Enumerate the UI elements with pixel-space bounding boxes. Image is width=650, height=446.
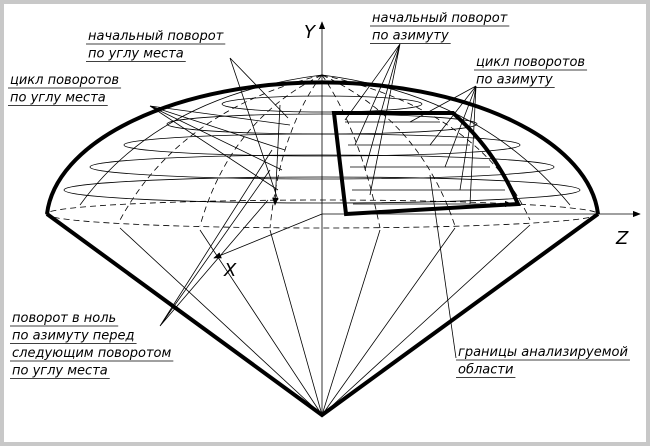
callout-text: по углу места — [88, 47, 184, 62]
callout-text: области — [458, 363, 513, 378]
callout-text: по азимуту — [476, 73, 553, 88]
callout-text: цикл поворотов — [10, 73, 119, 88]
axis-label: Z — [615, 228, 629, 249]
callout-text: начальный поворот — [372, 11, 508, 26]
callout-text: по углу места — [10, 91, 106, 106]
callout-text: по азимуту перед — [12, 329, 135, 344]
callout-text: границы анализируемой — [458, 345, 628, 360]
diagram: Y Z X начальный поворотпо углу местанача… — [0, 0, 650, 446]
axis-label: X — [223, 260, 237, 281]
callout-text: начальный поворот — [88, 29, 224, 44]
callout-text: по азимуту — [372, 29, 449, 44]
axis-label: Y — [304, 22, 317, 43]
callout-text: по углу места — [12, 364, 108, 379]
callouts: начальный поворот по углу места начальный … — [8, 11, 630, 379]
callout-text: цикл поворотов — [476, 55, 585, 70]
callout-text: поворот в ноль — [12, 311, 116, 326]
callout-text: следующим поворотом — [12, 346, 172, 361]
